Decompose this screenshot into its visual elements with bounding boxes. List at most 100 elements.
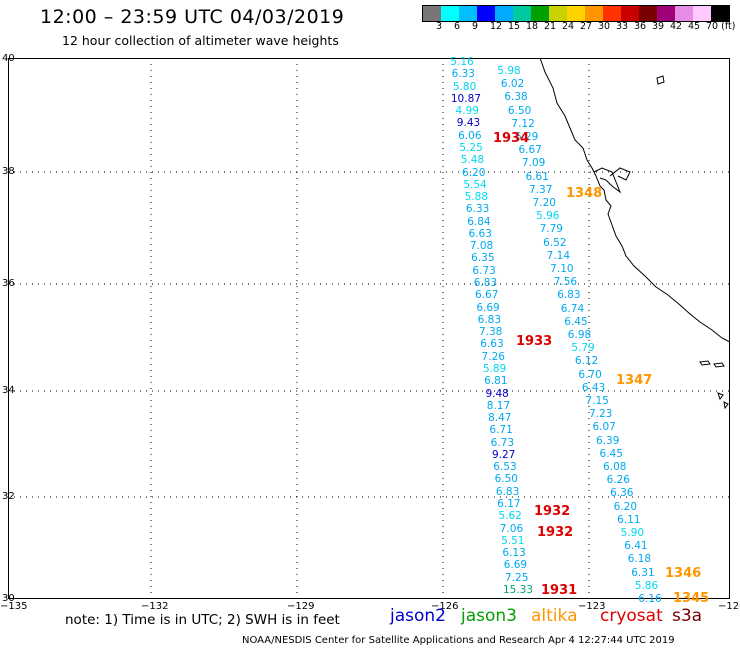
legend-jason2: jason2: [390, 606, 446, 626]
lat-label-36: 36: [2, 278, 15, 289]
colorbar-swatch: [567, 6, 585, 21]
west-track-wave-height: 7.06: [499, 522, 524, 535]
time-label-1933: 1933: [516, 334, 553, 349]
legend-jason3: jason3: [461, 606, 517, 626]
colorbar-tick-label: 45: [688, 21, 701, 32]
east-track-wave-height: 6.18: [627, 553, 652, 566]
time-label-1932-a: 1932: [534, 504, 571, 519]
east-track-wave-height: 6.50: [507, 104, 532, 117]
west-track-wave-height: 6.83: [495, 485, 520, 498]
west-track-wave-height: 8.17: [486, 399, 511, 412]
colorbar-tick-label: 27: [580, 21, 593, 32]
west-track-wave-height: 6.13: [502, 547, 526, 560]
west-track-wave-height: 6.83: [477, 313, 502, 326]
east-track-wave-height: 7.56: [553, 276, 578, 289]
west-track-wave-height: 9.27: [491, 448, 516, 461]
graticule: [8, 58, 730, 599]
west-track-wave-height: 6.20: [462, 166, 486, 179]
west-track-wave-height: 6.84: [467, 215, 491, 228]
california-coastline: [539, 57, 731, 343]
title: 12:00 – 23:59 UTC 04/03/2019: [40, 6, 345, 28]
colorbar-tick-label: 6: [454, 21, 461, 32]
time-label-1348: 1348: [566, 186, 603, 201]
east-track-wave-height: 7.12: [511, 117, 535, 130]
east-track-wave-height: 7.23: [588, 408, 613, 421]
east-track-wave-height: 6.31: [631, 566, 655, 579]
colorbar-swatch: [603, 6, 621, 21]
colorbar-tick-label: 3: [436, 21, 443, 32]
west-track-wave-height: 6.63: [480, 338, 504, 351]
lat-label-30: 30: [2, 593, 15, 604]
west-track-wave-height: 6.81: [484, 375, 508, 388]
lon-label-126: −126: [431, 601, 459, 612]
lat-label-34: 34: [2, 385, 15, 396]
colorbar-swatch: [549, 6, 567, 21]
lat-label-38: 38: [2, 166, 15, 177]
west-track-wave-height: 7.25: [504, 571, 529, 584]
time-label-1347: 1347: [616, 373, 653, 388]
east-track-wave-height: 6.52: [543, 236, 567, 249]
east-track-wave-height: 7.09: [521, 157, 546, 170]
west-track-wave-height: 6.33: [465, 203, 490, 216]
west-track-wave-height: 6.83: [473, 277, 498, 290]
lon-label-129: −129: [287, 601, 315, 612]
west-track-wave-height: 6.35: [471, 252, 495, 265]
west-track-wave-height: 7.08: [469, 240, 494, 253]
san-francisco-bay: [593, 167, 631, 194]
colorbar-tick-label: 39: [652, 21, 665, 32]
legend-s3a: s3a: [672, 606, 703, 626]
east-track-wave-height: 6.16: [638, 593, 662, 605]
colorbar-swatch: [441, 6, 459, 21]
west-track-wave-height: 9.48: [485, 387, 509, 400]
channel-islands: [699, 360, 729, 410]
west-track-wave-height: 5.62: [498, 510, 522, 523]
time-label-1932-b: 1932: [537, 525, 574, 540]
west-track-wave-height: 6.71: [489, 424, 513, 437]
east-track-wave-height: 6.38: [504, 91, 528, 104]
colorbar-tick-label: 18: [526, 21, 539, 32]
colorbar-swatch: [675, 6, 693, 21]
east-track-wave-height: 7.15: [585, 395, 609, 407]
west-track-wave-height: 5.54: [463, 178, 487, 191]
colorbar-swatch: [585, 6, 603, 21]
note-text: note: 1) Time is in UTC; 2) SWH is in fe…: [65, 612, 340, 628]
east-track-wave-height: 6.29: [514, 131, 539, 143]
west-track-wave-height: 5.89: [482, 362, 507, 375]
east-track-wave-height: 6.45: [599, 447, 623, 460]
east-track-wave-height: 6.67: [518, 144, 542, 157]
colorbar-tick-label: 21: [544, 21, 557, 32]
colorbar-swatch: [639, 6, 657, 21]
west-track-wave-height: 15.33: [502, 584, 534, 596]
colorbar-swatch: [531, 6, 549, 21]
colorbar-tick-label: 15: [508, 21, 521, 32]
legend-altika: altika: [531, 606, 578, 626]
colorbar-swatch: [657, 6, 675, 21]
east-track-wave-height: 5.96: [536, 210, 560, 223]
west-track-wave-height: 6.06: [458, 129, 482, 142]
east-track-wave-height: 7.14: [546, 249, 571, 262]
east-track-wave-height: 6.70: [578, 368, 602, 381]
map-plot-frame: [8, 58, 730, 599]
west-track-wave-height: 9.43: [456, 117, 481, 130]
colorbar-tick-label: 33: [616, 21, 629, 32]
colorbar: [422, 5, 730, 22]
west-track-wave-height: 6.53: [493, 461, 517, 474]
east-track-wave-height: 5.98: [497, 65, 521, 77]
colorbar-swatch: [693, 6, 711, 21]
time-label-1934: 1934: [493, 131, 530, 146]
east-track-wave-height: 7.10: [550, 263, 574, 275]
east-track-wave-height: 7.20: [532, 197, 556, 209]
time-label-1345: 1345: [673, 591, 710, 606]
west-track-wave-height: 5.16: [450, 56, 474, 68]
colorbar-tick-label: 9: [472, 21, 479, 32]
west-track-wave-height: 6.33: [451, 68, 475, 81]
west-track-wave-height: 6.69: [476, 301, 500, 314]
west-track-wave-height: 7.26: [481, 350, 505, 363]
east-track-wave-height: 6.26: [606, 474, 630, 487]
east-track-wave-height: 6.74: [560, 302, 585, 315]
colorbar-swatch: [423, 6, 441, 21]
east-track-wave-height: 6.83: [557, 289, 581, 302]
west-track-wave-height: 6.63: [468, 227, 492, 240]
colorbar-swatch: [495, 6, 513, 21]
